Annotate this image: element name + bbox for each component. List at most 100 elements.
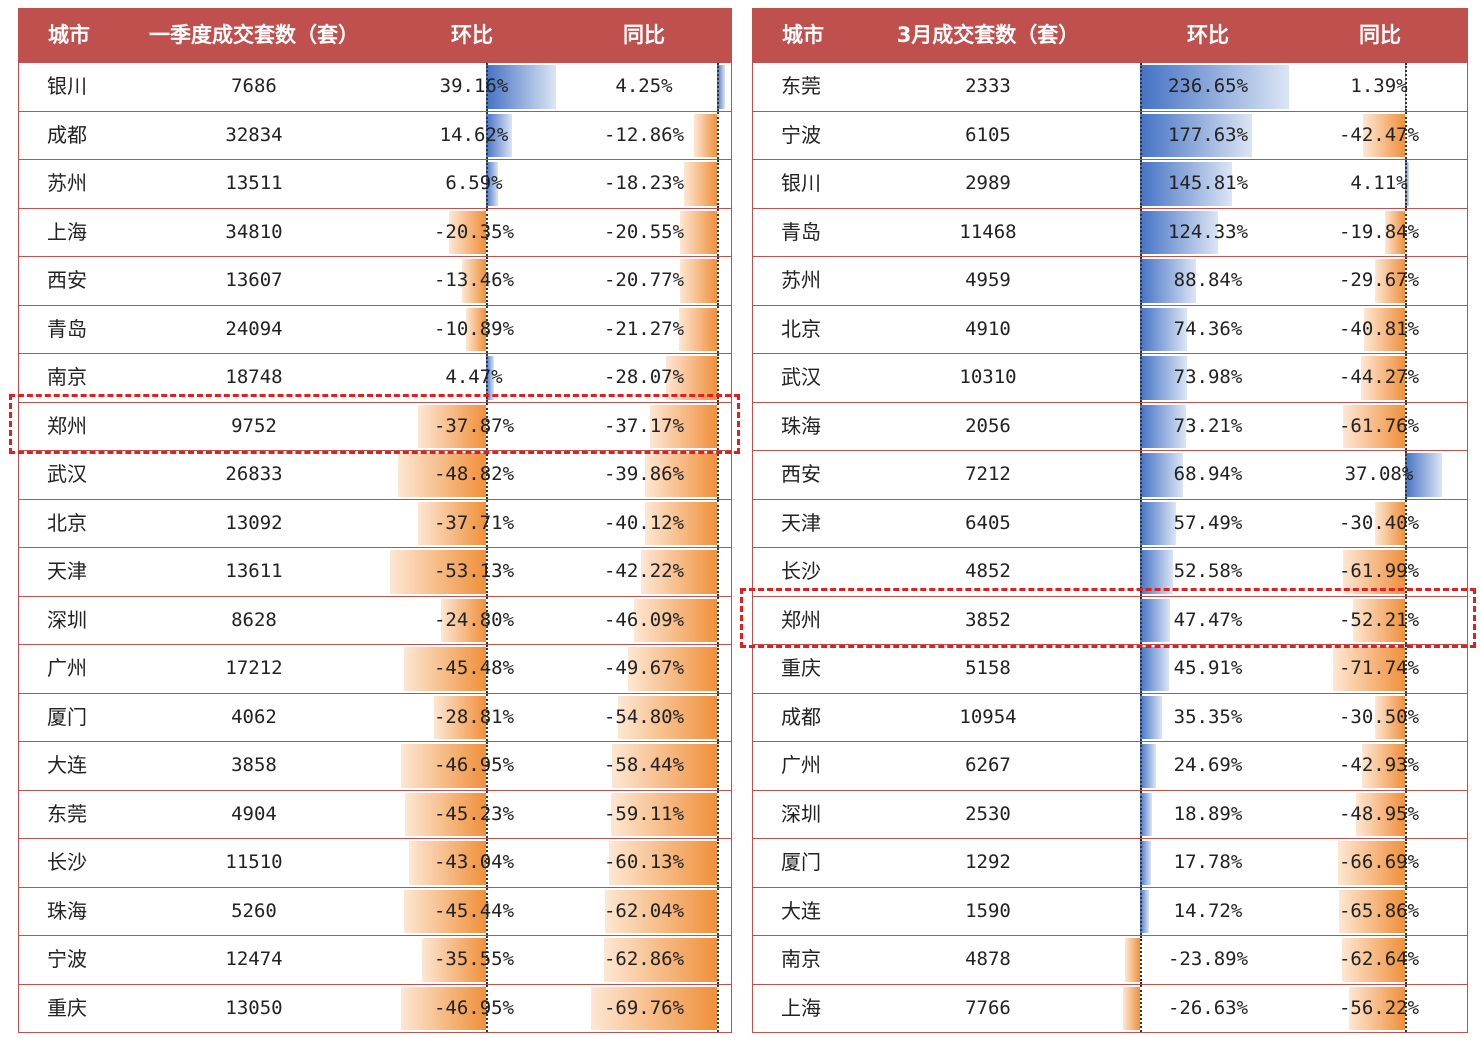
yoy-axis-line [1405,839,1407,887]
table-row: 青岛 11468 124.33% -19.84% [753,207,1467,256]
city-name: 苏州 [781,268,821,292]
mom-bar [486,65,557,109]
yoy-axis-line [1405,693,1407,741]
yoy-bar [1405,162,1410,206]
yoy-bar [680,210,717,254]
city-name: 厦门 [47,704,87,729]
yoy-axis-line [717,693,719,741]
mom-axis-line [1140,887,1142,935]
yoy-label: -58.44% [603,754,685,776]
city-name: 东莞 [47,801,87,826]
mom-axis-line [1140,160,1142,208]
table-row: 西安 13607 -13.46% -20.77% [19,256,731,305]
yoy-label: -30.50% [1338,705,1420,728]
yoy-label: -20.55% [603,220,685,243]
yoy-bar [627,647,717,691]
yoy-label: -61.99% [1338,560,1420,582]
yoy-bar [1360,356,1405,400]
volume-value: 1590 [965,899,1011,922]
volume-value: 4959 [965,269,1011,291]
table-row: 南京 4878 -23.89% -62.64% [753,935,1467,984]
volume-value: 17212 [225,657,283,679]
city-name: 厦门 [781,850,821,874]
mom-axis-line [1140,936,1142,984]
mom-label: 73.21% [1173,414,1243,437]
yoy-axis-line [717,451,719,499]
yoy-label: -12.86% [603,123,685,146]
yoy-bar [605,889,717,933]
mom-label: 45.91% [1173,657,1243,679]
mom-label: 18.89% [1173,802,1243,825]
mom-cell: 18.89% [1123,790,1293,838]
table-row: 北京 13092 -37.71% -40.12% [19,498,731,547]
mom-bar [466,307,486,351]
mom-axis-line [486,742,488,790]
yoy-axis-line [717,596,719,644]
mom-label: -10.89% [433,317,515,340]
mom-axis-line [486,111,488,159]
table-row: 成都 32834 14.62% -12.86% [19,110,731,159]
yoy-label: -19.84% [1338,220,1420,243]
mom-bar [404,792,486,836]
yoy-cell: -69.76% [559,984,729,1032]
table-row: 银川 2989 145.81% 4.11% [753,159,1467,208]
yoy-bar [679,259,717,303]
table-row: 南京 18748 4.47% -28.07% [19,353,731,402]
mom-axis-line [1140,984,1142,1032]
yoy-bar [1374,695,1405,739]
mom-bar [1140,404,1187,448]
mom-label: -20.35% [433,220,515,243]
yoy-label: -40.81% [1338,317,1420,340]
yoy-label: -69.76% [603,996,685,1019]
yoy-cell: -18.23% [559,160,729,208]
mom-cell: 52.58% [1123,548,1293,596]
city-name: 宁波 [47,947,87,971]
mom-axis-line [1140,645,1142,693]
mom-axis-line [486,305,488,353]
volume-value: 3858 [231,754,277,776]
table-row: 郑州 9752 -37.87% -37.17% [19,401,731,450]
yoy-label: -62.86% [603,948,685,970]
volume-value: 2056 [965,414,1011,437]
yoy-bar [1356,792,1405,836]
mom-axis-line [1140,742,1142,790]
city-name: 银川 [47,74,87,98]
mom-cell: 47.47% [1123,596,1293,644]
mom-label: 145.81% [1167,172,1249,194]
mom-axis-line [1140,402,1142,450]
mom-cell: -20.35% [389,208,559,256]
city-name: 珠海 [781,413,821,438]
volume-value: 2989 [965,172,1011,194]
yoy-bar [717,65,725,109]
yoy-axis-line [1405,402,1407,450]
table-row: 苏州 4959 88.84% -29.67% [753,256,1467,305]
mom-cell: 39.16% [389,63,559,111]
yoy-cell: -62.86% [559,936,729,984]
table-row: 天津 13611 -53.13% -42.22% [19,547,731,596]
mom-bar [1140,792,1152,836]
yoy-label: -42.93% [1338,754,1420,776]
yoy-cell: -61.99% [1293,548,1465,596]
mom-cell: -24.80% [389,596,559,644]
yoy-bar [610,792,717,836]
mom-cell: 73.21% [1123,402,1293,450]
mom-axis-line [486,936,488,984]
yoy-label: 4.25% [615,75,673,97]
mom-axis-line [486,887,488,935]
yoy-cell: 1.39% [1293,63,1465,111]
yoy-label: -48.95% [1338,802,1420,825]
yoy-cell: -42.47% [1293,111,1465,159]
table-row: 苏州 13511 6.59% -18.23% [19,159,731,208]
quarterly-table: 城市 一季度成交套数（套） 环比 同比 银川 7686 39.16% 4.25% 成都 3… [18,8,732,1033]
volume-value: 26833 [225,463,283,485]
table-row: 上海 34810 -20.35% -20.55% [19,207,731,256]
yoy-cell: 4.11% [1293,160,1465,208]
yoy-axis-line [1405,645,1407,693]
city-name: 天津 [47,559,87,583]
yoy-cell: -39.86% [559,451,729,499]
mom-bar [1140,210,1219,254]
mom-label: -37.87% [433,414,515,437]
mom-cell: 17.78% [1123,839,1293,887]
mom-cell: -45.23% [389,790,559,838]
city-name: 宁波 [781,122,821,147]
